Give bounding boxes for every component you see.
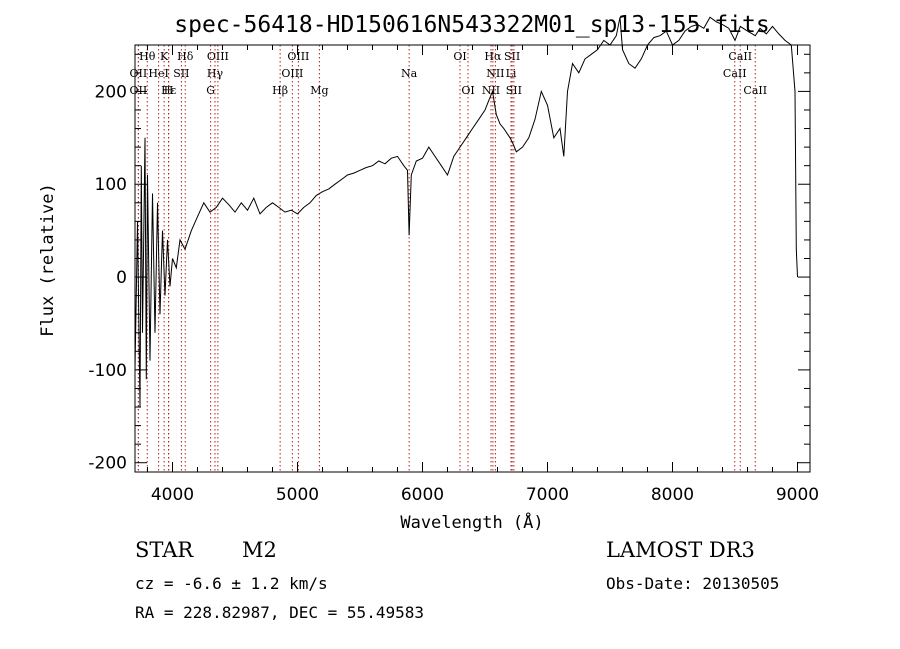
axes: 4000 5000 6000 7000 8000 9000 -200 -100 0 100 200 (88, 45, 819, 505)
marker-label-25: NII (482, 84, 500, 97)
x-tick-label-2: 6000 (401, 485, 444, 505)
redshift-cz: cz = -6.6 ± 1.2 km/s (135, 574, 328, 593)
survey-name: LAMOST DR3 (606, 538, 755, 562)
marker-label-7: SII (504, 50, 520, 63)
marker-label-20: H (164, 84, 174, 97)
y-axis-label: Flux (relative) (38, 183, 58, 337)
marker-label-24: OI (461, 84, 474, 97)
observation-date: Obs-Date: 20130505 (606, 574, 780, 593)
marker-label-12: Hγ (207, 67, 224, 80)
marker-label-14: Na (401, 67, 418, 80)
marker-label-8: CaII (728, 50, 752, 63)
coordinates: RA = 228.82987, DEC = 55.49583 (135, 603, 424, 622)
x-tick-label-3: 7000 (526, 485, 569, 505)
marker-label-13: OIII (281, 67, 303, 80)
marker-label-26: SII (506, 84, 522, 97)
marker-label-1: K (160, 50, 169, 63)
marker-label-22: Hβ (272, 84, 288, 97)
y-tick-label-3: 100 (95, 175, 127, 195)
chart-title: spec-56418-HD150616N543322M01_sp13-155.f… (174, 12, 769, 38)
object-subclass: M2 (242, 538, 277, 562)
object-class: STAR (135, 538, 194, 562)
y-tick-label-4: 200 (95, 82, 127, 102)
x-tick-label-1: 5000 (276, 485, 319, 505)
marker-label-11: SII (173, 67, 189, 80)
marker-label-27: CaII (743, 84, 767, 97)
marker-label-15: NII (486, 67, 504, 80)
marker-label-18: OII (130, 84, 148, 97)
marker-label-23: Mg (310, 84, 328, 97)
y-tick-label-2: 0 (116, 268, 127, 288)
y-tick-label-1: -100 (88, 361, 127, 381)
spectrum-series-line (134, 16, 798, 408)
marker-label-10: HeI (148, 67, 168, 80)
marker-label-0: Hθ (139, 50, 156, 63)
marker-label-2: Hδ (177, 50, 194, 63)
marker-label-17: CaII (723, 67, 747, 80)
marker-label-5: OI (453, 50, 466, 63)
marker-label-3: OIII (207, 50, 229, 63)
x-tick-label-4: 8000 (651, 485, 694, 505)
marker-label-21: G (206, 84, 215, 97)
x-tick-label-0: 4000 (151, 485, 194, 505)
marker-label-6: Hα (484, 50, 502, 63)
x-axis-label: Wavelength (Å) (400, 511, 543, 533)
marker-label-16: Li (506, 67, 517, 80)
plot-frame (134, 44, 811, 473)
y-tick-label-0: -200 (88, 454, 127, 474)
x-tick-label-5: 9000 (776, 485, 819, 505)
marker-label-4: OIII (287, 50, 309, 63)
